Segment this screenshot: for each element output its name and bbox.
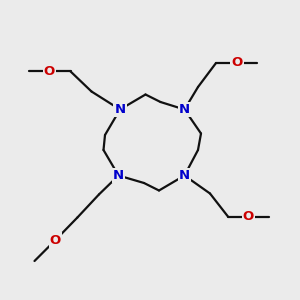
Text: N: N [179, 169, 190, 182]
Text: N: N [113, 169, 124, 182]
Text: N: N [114, 103, 126, 116]
Text: O: O [231, 56, 243, 70]
Text: N: N [179, 103, 190, 116]
Text: O: O [50, 233, 61, 247]
Text: O: O [44, 65, 55, 78]
Text: O: O [243, 210, 254, 223]
